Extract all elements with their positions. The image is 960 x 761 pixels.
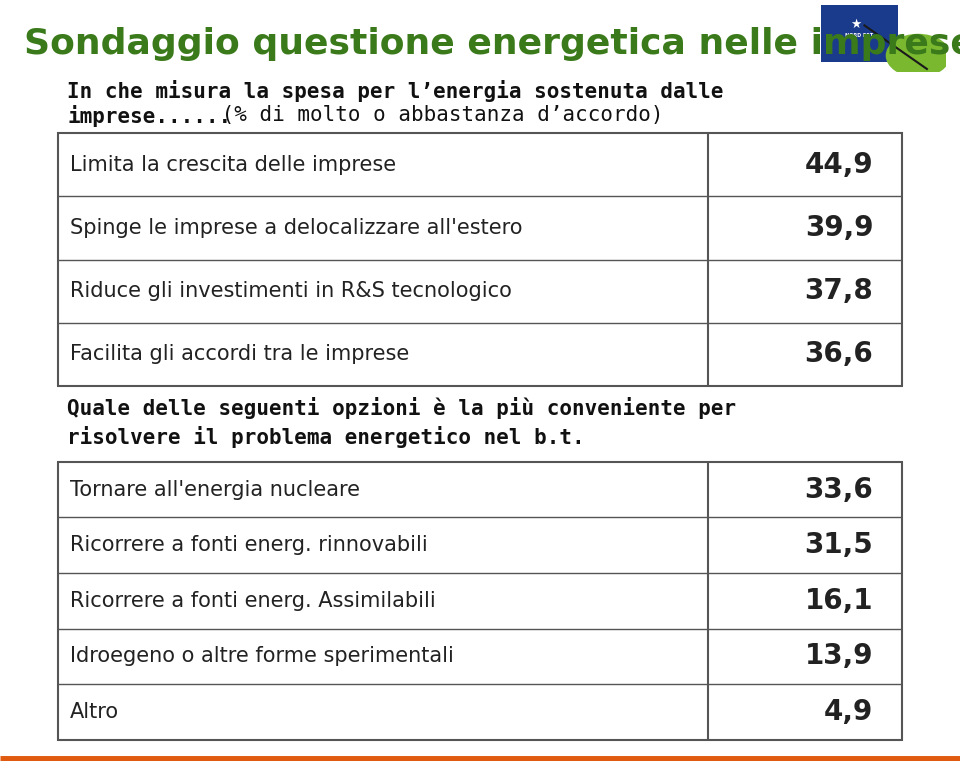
Text: 16,1: 16,1: [804, 587, 874, 615]
Text: Spinge le imprese a delocalizzare all'estero: Spinge le imprese a delocalizzare all'es…: [70, 218, 523, 238]
Text: Quale delle seguenti opzioni è la più conveniente per: Quale delle seguenti opzioni è la più co…: [67, 397, 736, 419]
Text: 31,5: 31,5: [804, 531, 874, 559]
Text: Riduce gli investimenti in R&S tecnologico: Riduce gli investimenti in R&S tecnologi…: [70, 281, 512, 301]
Ellipse shape: [886, 33, 950, 78]
Text: 13,9: 13,9: [804, 642, 874, 670]
Text: NORD EST: NORD EST: [846, 33, 874, 38]
Text: 4,9: 4,9: [824, 698, 874, 726]
Text: Sondaggio questione energetica nelle imprese del Nord Est: Sondaggio questione energetica nelle imp…: [24, 27, 960, 61]
Text: 36,6: 36,6: [804, 340, 874, 368]
Text: Altro: Altro: [70, 702, 119, 722]
Text: risolvere il problema energetico nel b.t.: risolvere il problema energetico nel b.t…: [67, 426, 585, 448]
Text: (% di molto o abbastanza d’accordo): (% di molto o abbastanza d’accordo): [209, 105, 663, 125]
Text: In che misura la spesa per l’energia sostenuta dalle: In che misura la spesa per l’energia sos…: [67, 80, 724, 102]
Text: 33,6: 33,6: [804, 476, 874, 504]
Text: Idroegeno o altre forme sperimentali: Idroegeno o altre forme sperimentali: [70, 646, 454, 667]
Text: Ricorrere a fonti energ. Assimilabili: Ricorrere a fonti energ. Assimilabili: [70, 591, 436, 611]
Text: 39,9: 39,9: [804, 214, 874, 242]
Text: imprese......: imprese......: [67, 105, 231, 127]
Text: ★: ★: [851, 18, 861, 30]
Text: 37,8: 37,8: [804, 277, 874, 305]
Bar: [821, 5, 899, 62]
Text: Limita la crescita delle imprese: Limita la crescita delle imprese: [70, 154, 396, 175]
Text: 44,9: 44,9: [804, 151, 874, 179]
Text: Facilita gli accordi tra le imprese: Facilita gli accordi tra le imprese: [70, 344, 410, 365]
Text: Ricorrere a fonti energ. rinnovabili: Ricorrere a fonti energ. rinnovabili: [70, 535, 428, 556]
Text: Tornare all'energia nucleare: Tornare all'energia nucleare: [70, 479, 360, 500]
